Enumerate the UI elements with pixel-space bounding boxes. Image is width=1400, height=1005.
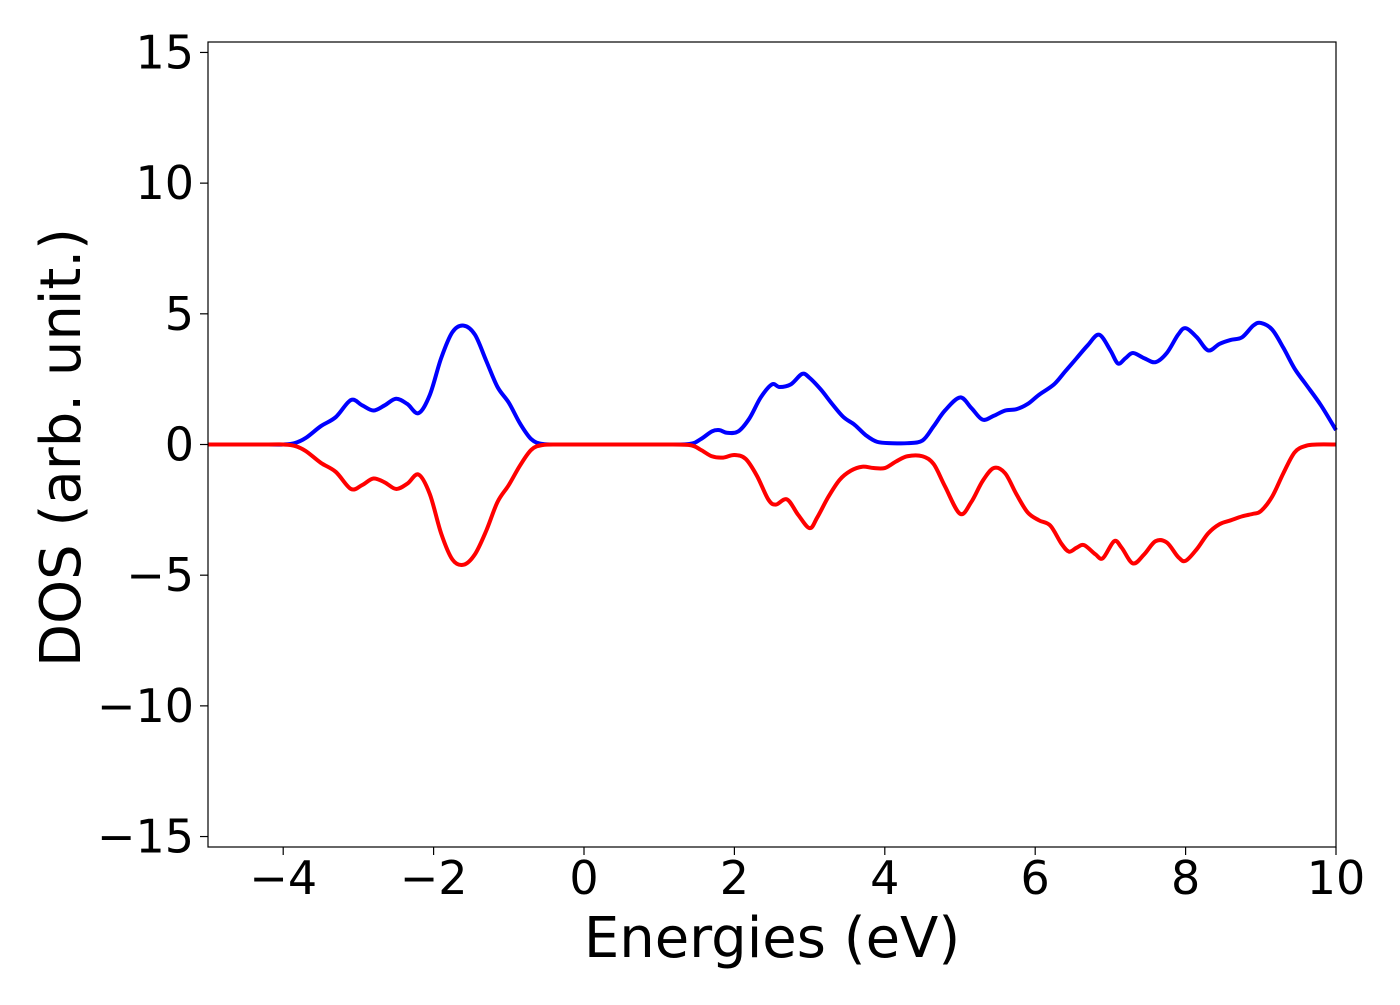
y-tick-label: −5	[126, 548, 194, 602]
x-tick-label: 6	[1021, 851, 1050, 905]
series-layer	[208, 320, 1338, 568]
x-tick-label: 10	[1307, 851, 1366, 905]
x-tick-label: −2	[400, 851, 468, 905]
y-axis-ticks: −15 −10 −5 0 5 10 15	[97, 25, 208, 864]
spin-up-dos-line	[208, 320, 1338, 447]
x-tick-label: 0	[569, 851, 598, 905]
x-tick-label: 2	[720, 851, 749, 905]
y-tick-label: −15	[97, 810, 194, 864]
x-axis-ticks: −4 −2 0 2 4 6 8 10	[249, 847, 1365, 905]
y-tick-label: −10	[97, 679, 194, 733]
y-tick-label: 15	[135, 25, 194, 79]
y-axis-label: DOS (arb. unit.)	[29, 228, 94, 667]
y-tick-label: 0	[165, 418, 194, 472]
x-tick-label: 8	[1171, 851, 1200, 905]
y-tick-label: 10	[135, 156, 194, 210]
x-tick-label: −4	[249, 851, 317, 905]
y-tick-label: 5	[165, 287, 194, 341]
x-tick-label: 4	[870, 851, 899, 905]
x-axis-label: Energies (eV)	[584, 906, 960, 971]
spin-down-dos-line	[208, 442, 1337, 568]
